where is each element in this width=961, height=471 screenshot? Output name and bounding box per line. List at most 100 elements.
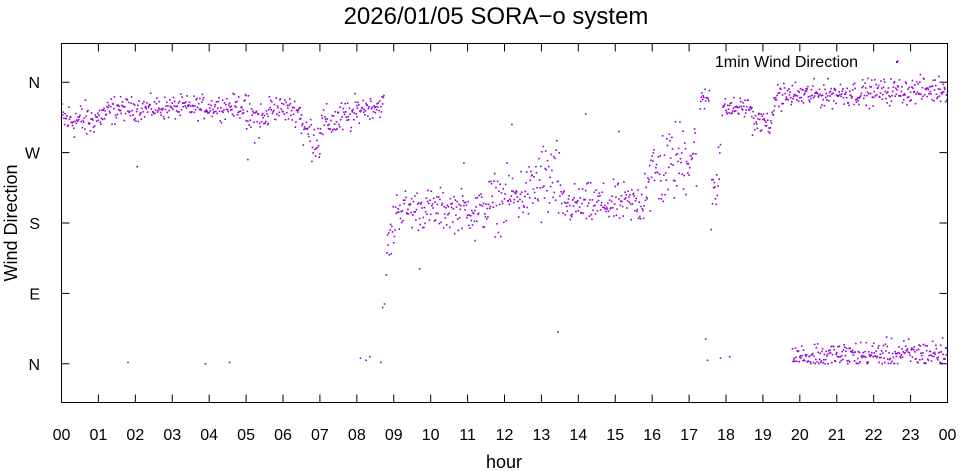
data-point — [645, 186, 647, 189]
data-point — [840, 359, 842, 362]
data-point — [209, 107, 211, 109]
data-point — [615, 196, 617, 198]
data-point — [889, 357, 892, 360]
data-point — [464, 201, 467, 204]
data-point — [378, 100, 381, 102]
data-point — [772, 114, 775, 116]
data-point — [899, 95, 902, 97]
data-point — [791, 84, 794, 87]
data-point — [498, 190, 500, 193]
data-point — [269, 106, 271, 109]
data-point — [513, 198, 516, 201]
data-point — [729, 102, 732, 105]
data-point — [450, 206, 453, 209]
data-point — [683, 174, 685, 177]
data-point — [856, 357, 859, 360]
data-point — [802, 89, 804, 91]
data-point — [528, 197, 531, 199]
data-point — [350, 126, 353, 129]
data-point — [62, 111, 65, 113]
data-point — [530, 170, 532, 173]
x-tick-label: 04 — [200, 427, 218, 444]
data-point — [946, 346, 948, 349]
data-point — [341, 116, 343, 118]
data-point — [468, 224, 470, 227]
data-point — [485, 218, 488, 220]
data-point — [352, 108, 354, 111]
data-point — [788, 88, 790, 90]
data-point — [848, 347, 850, 350]
data-point — [778, 105, 780, 108]
data-point — [826, 99, 828, 101]
data-point — [195, 98, 197, 101]
data-point — [231, 108, 233, 111]
data-point — [67, 124, 70, 127]
data-point — [516, 196, 519, 198]
data-point — [426, 200, 429, 203]
data-point — [261, 112, 264, 115]
data-point — [116, 104, 118, 107]
data-point — [493, 180, 495, 182]
data-point — [193, 95, 195, 97]
data-point — [274, 118, 277, 121]
data-point — [719, 357, 722, 359]
data-point — [309, 140, 311, 142]
data-point — [510, 195, 513, 197]
data-point — [925, 349, 928, 352]
data-point — [251, 114, 253, 116]
data-point — [338, 123, 340, 126]
data-point — [215, 101, 218, 103]
data-point — [892, 356, 895, 359]
data-point — [727, 104, 729, 107]
data-point — [793, 357, 796, 360]
data-point — [223, 109, 225, 111]
data-point — [573, 197, 575, 199]
data-point — [197, 102, 200, 105]
data-point — [931, 98, 933, 101]
data-point — [98, 109, 101, 112]
data-point — [681, 173, 684, 175]
data-point — [937, 356, 940, 359]
data-point — [620, 194, 623, 197]
data-point — [369, 118, 371, 120]
data-point — [327, 124, 329, 127]
data-point — [272, 111, 274, 113]
data-point — [672, 164, 674, 166]
data-point — [810, 362, 812, 365]
data-point — [589, 182, 592, 184]
data-point — [150, 108, 153, 110]
data-point — [525, 171, 528, 173]
legend-marker — [896, 61, 898, 63]
data-point — [944, 358, 946, 360]
data-point — [855, 101, 858, 103]
data-point — [832, 345, 835, 348]
data-point — [837, 356, 840, 358]
data-point — [498, 203, 501, 206]
data-point — [173, 105, 175, 107]
data-point — [693, 141, 695, 144]
data-point — [638, 201, 640, 203]
data-point — [615, 214, 618, 217]
data-point — [881, 362, 884, 365]
data-point — [648, 178, 650, 181]
data-point — [940, 351, 943, 353]
data-point — [919, 73, 922, 76]
data-point — [296, 109, 298, 112]
data-point — [933, 351, 936, 354]
data-point — [905, 82, 908, 85]
data-point — [830, 87, 832, 90]
data-point — [682, 188, 685, 190]
data-point — [892, 86, 895, 89]
data-point — [448, 212, 450, 215]
data-point — [431, 205, 433, 207]
data-point — [89, 130, 92, 132]
data-point — [930, 93, 932, 95]
data-point — [888, 95, 890, 97]
data-point — [818, 362, 820, 365]
data-point — [316, 139, 318, 142]
data-point — [863, 97, 865, 100]
data-point — [367, 107, 370, 110]
data-point — [751, 107, 753, 109]
data-point — [867, 351, 870, 353]
data-point — [325, 120, 327, 123]
